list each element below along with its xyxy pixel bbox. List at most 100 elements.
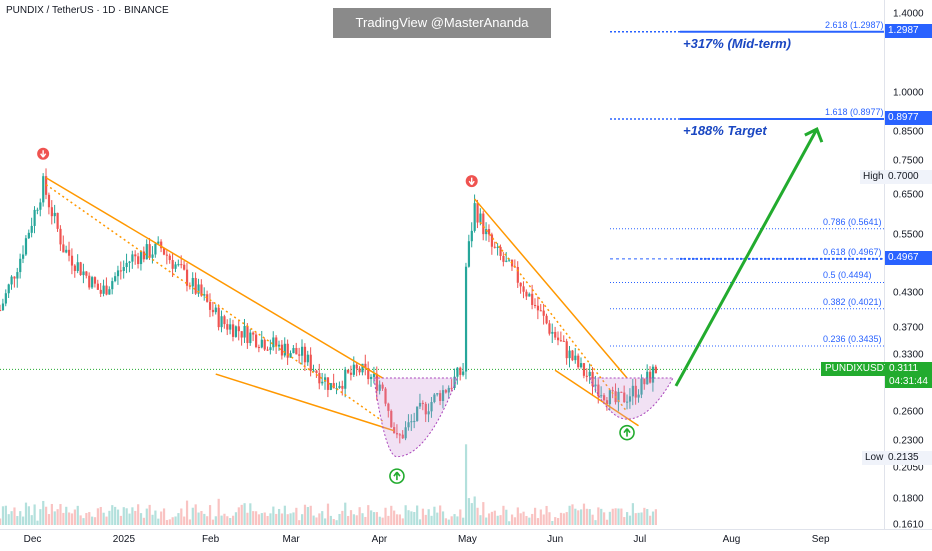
candle-body	[594, 384, 597, 387]
volume-bars	[0, 444, 657, 525]
candle-body	[326, 377, 330, 390]
candle-body	[381, 384, 384, 389]
volume-bar	[551, 521, 554, 525]
trendline	[45, 184, 383, 422]
candle-body	[50, 207, 53, 217]
candle-body	[574, 355, 577, 361]
volume-bar	[603, 512, 606, 525]
candle-body	[257, 347, 261, 349]
candle-body	[13, 276, 16, 279]
volume-bar	[439, 505, 442, 525]
volume-bar	[260, 513, 263, 525]
volume-bar	[513, 517, 517, 525]
candle-body	[508, 259, 511, 261]
candle-body	[312, 370, 315, 372]
fib-level-label: 0.786 (0.5641)	[823, 216, 882, 227]
volume-bar	[421, 508, 425, 525]
candle-body	[4, 293, 7, 304]
candle-body	[309, 354, 312, 371]
candle-body	[623, 392, 626, 403]
volume-bar	[467, 498, 471, 525]
fib-badge-0618: 0.4967	[885, 251, 932, 265]
candle-body	[370, 376, 373, 380]
volume-bar	[174, 516, 177, 525]
volume-bar	[203, 513, 206, 525]
candle-body	[145, 244, 148, 260]
candle-body	[206, 294, 209, 302]
volume-bar	[200, 511, 203, 525]
volume-bar	[600, 508, 603, 525]
volume-bar	[640, 512, 643, 525]
projection-arrow	[674, 128, 819, 387]
candle-body	[447, 387, 450, 393]
volume-bar	[416, 505, 419, 525]
candle-body	[128, 261, 131, 263]
volume-bar	[93, 517, 97, 525]
candle-body	[200, 284, 203, 296]
volume-bar	[82, 518, 85, 525]
time-axis[interactable]	[0, 529, 932, 551]
volume-bar	[39, 509, 42, 525]
candle-body	[516, 266, 519, 283]
volume-bar	[99, 506, 102, 525]
candle-body	[139, 251, 143, 265]
volume-bar	[137, 504, 140, 525]
volume-bar	[381, 517, 384, 525]
candle-body	[462, 371, 465, 375]
volume-bar	[556, 518, 560, 525]
candle-body	[39, 202, 42, 210]
volume-bar	[326, 503, 330, 525]
volume-bar	[620, 508, 623, 525]
volume-bar	[249, 503, 252, 525]
candle-body	[160, 241, 163, 249]
symbol-title[interactable]: PUNDIX / TetherUS · 1D · BINANCE	[6, 5, 169, 16]
candle-body	[482, 213, 485, 235]
volume-bar	[208, 505, 212, 525]
candle-body	[114, 276, 117, 282]
candle-body	[171, 260, 174, 269]
candle-body	[582, 363, 586, 376]
volume-bar	[53, 511, 56, 525]
candle-body	[542, 310, 545, 316]
volume-bar	[344, 502, 347, 525]
high-badge: 0.7000	[885, 170, 932, 184]
price-tick: 0.2300	[893, 435, 924, 447]
bottom-shading	[588, 377, 674, 420]
candle-body	[556, 337, 560, 341]
volume-bar	[370, 510, 373, 525]
volume-bar	[594, 520, 597, 525]
volume-bar	[384, 507, 387, 525]
candle-body	[565, 341, 568, 359]
volume-bar	[220, 515, 223, 525]
candle-body	[479, 213, 482, 223]
volume-bar	[335, 520, 338, 525]
candle-body	[122, 267, 125, 272]
last-price-badge: 0.3111 04:31:44	[885, 362, 932, 388]
volume-bar	[591, 514, 594, 525]
volume-bar	[462, 517, 465, 525]
price-tick: 0.2050	[893, 462, 924, 474]
fib-badge-1618: 0.8977	[885, 111, 932, 125]
volume-bar	[139, 513, 143, 525]
candle-body	[298, 354, 301, 356]
candle-body	[292, 348, 295, 354]
low-label: Low	[862, 451, 887, 465]
candle-body	[177, 264, 180, 266]
price-tick: 1.0000	[893, 87, 924, 99]
volume-bar	[533, 507, 537, 525]
volume-bar	[165, 520, 169, 525]
candle-body	[70, 255, 74, 266]
candle-body	[505, 260, 508, 262]
volume-bar	[145, 508, 148, 525]
volume-bar	[404, 505, 407, 525]
candle-body	[349, 372, 353, 375]
volume-bar	[588, 509, 591, 525]
candle-body	[30, 225, 33, 233]
volume-bar	[450, 516, 453, 525]
volume-bar	[321, 511, 324, 525]
volume-bar	[131, 507, 134, 525]
candle-body	[597, 384, 600, 397]
volume-bar	[476, 507, 479, 525]
candle-body	[243, 325, 246, 338]
